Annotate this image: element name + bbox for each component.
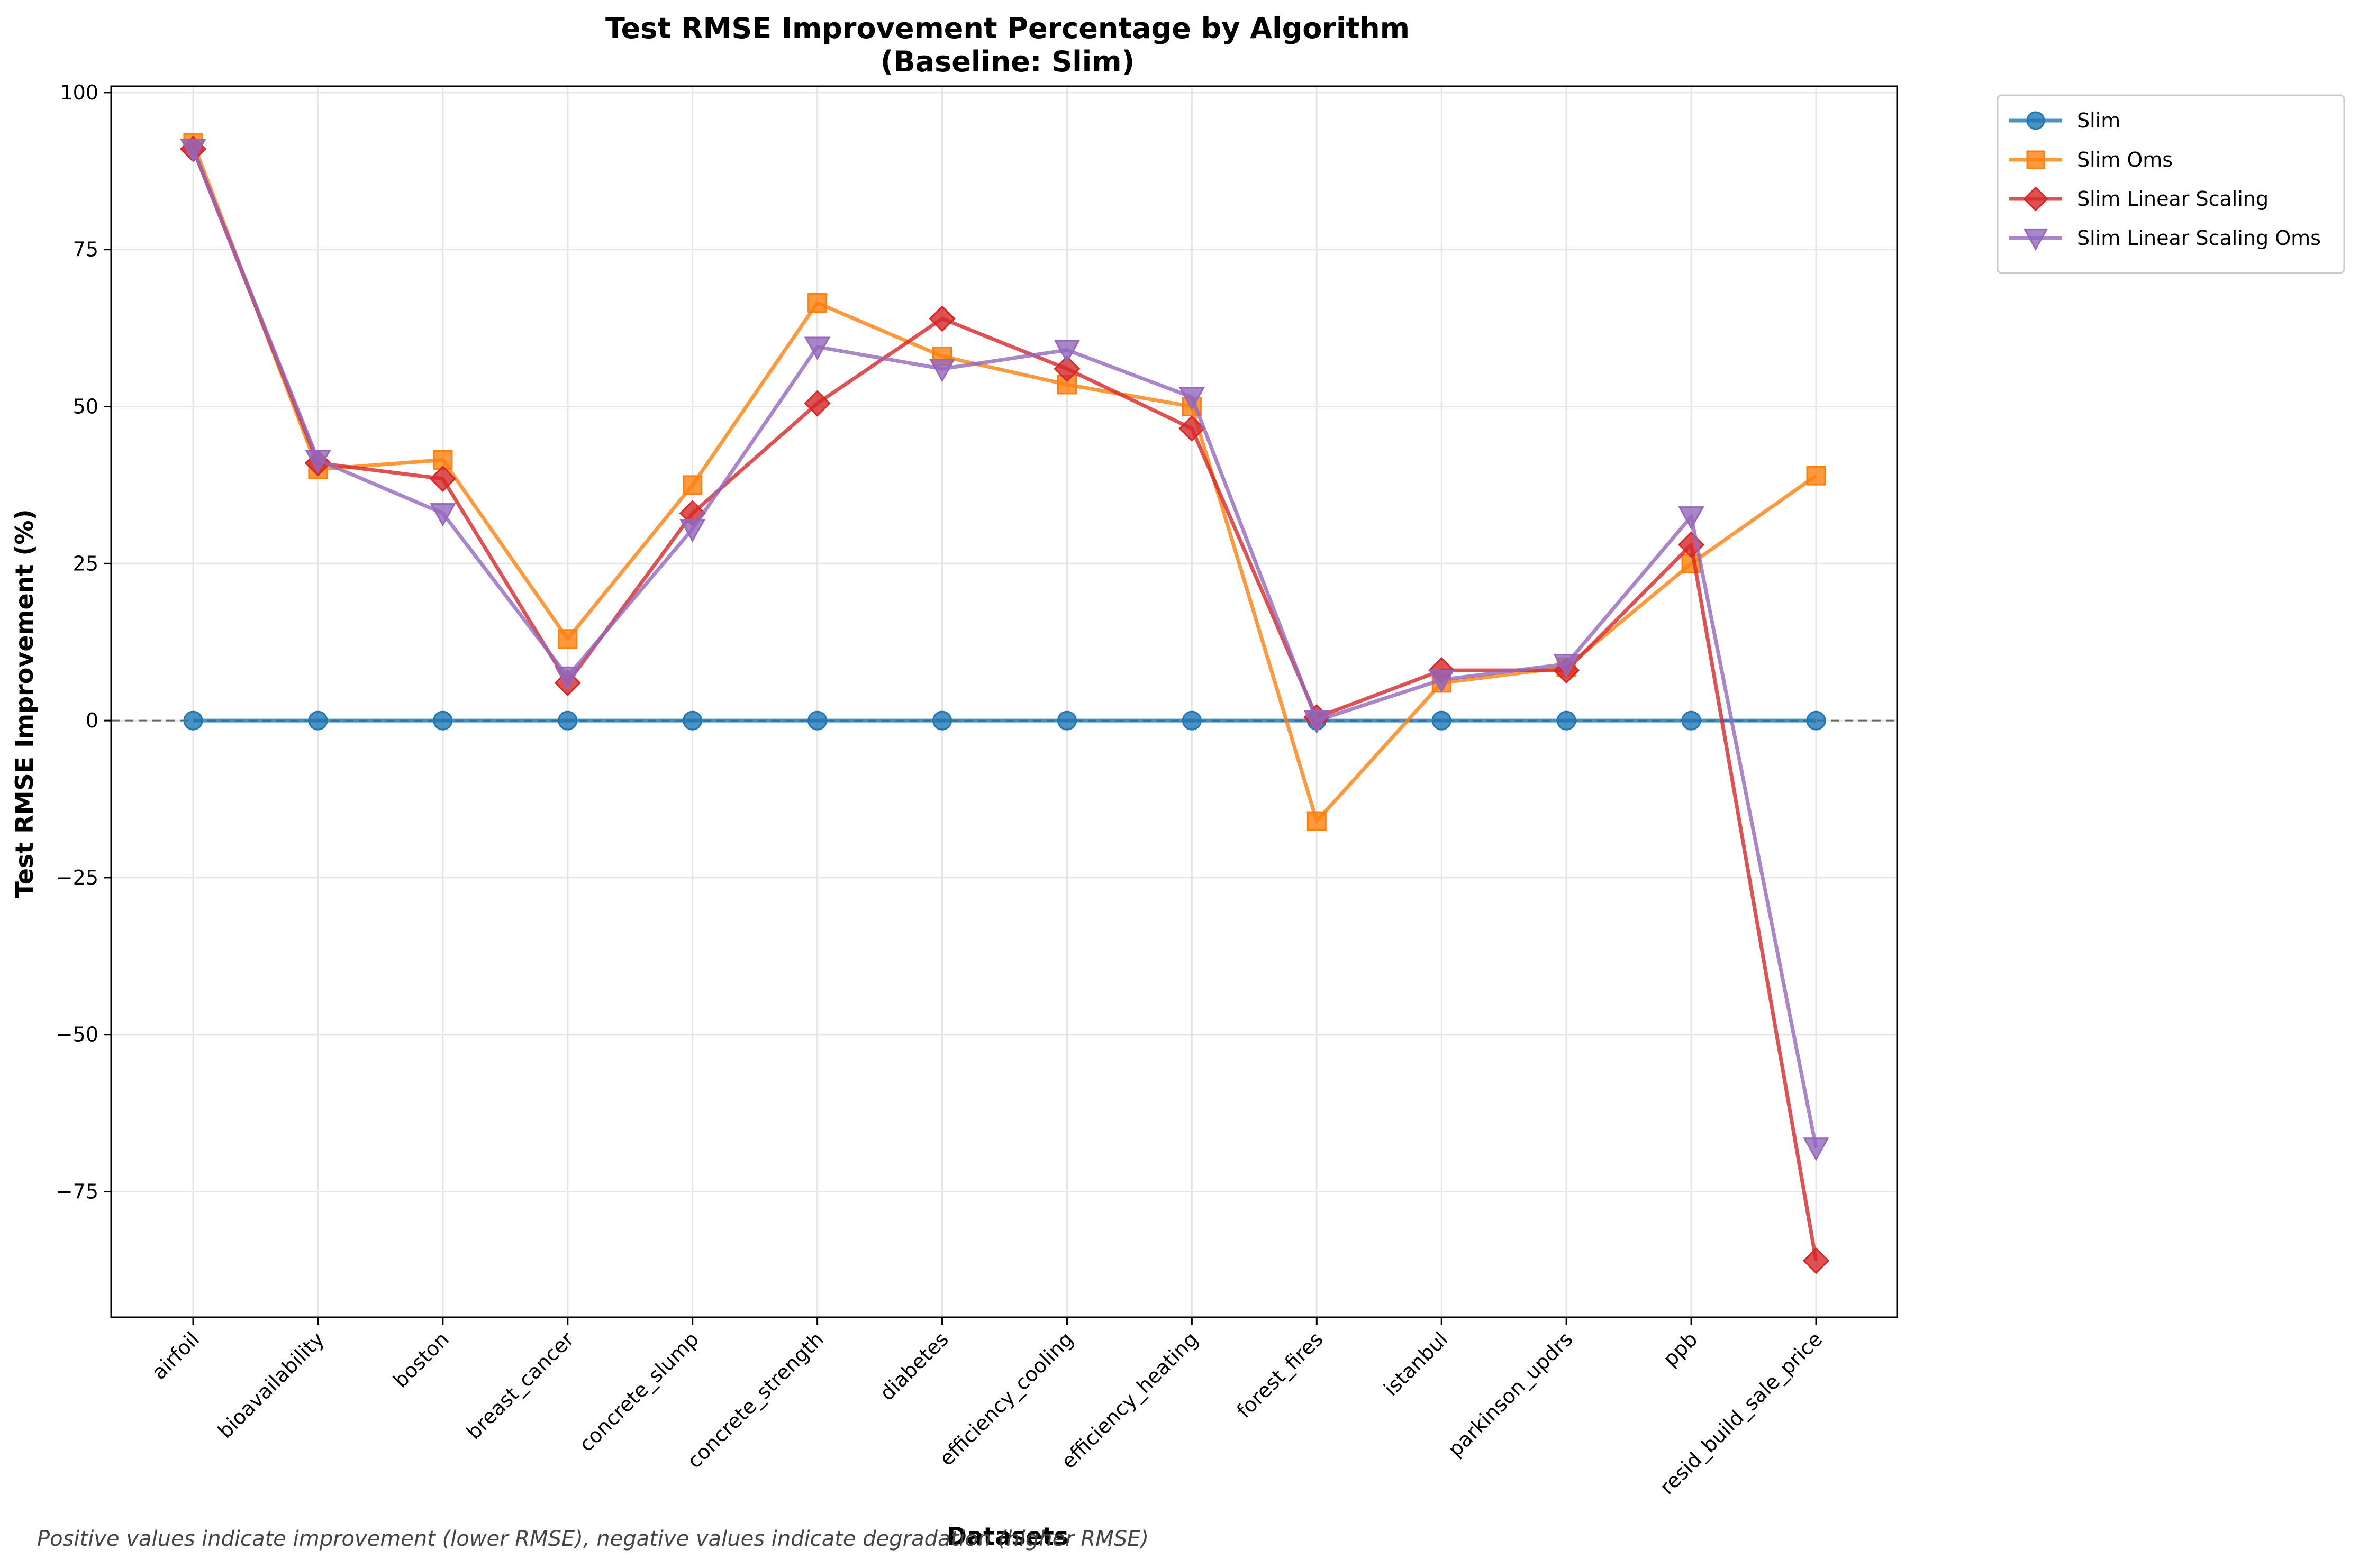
series-slim (183, 710, 1826, 731)
legend-item: Slim (2009, 109, 2120, 132)
data-point (555, 666, 581, 690)
y-tick-label: 25 (73, 552, 98, 575)
data-point (1681, 710, 1701, 731)
data-point (1054, 340, 1081, 363)
x-tick-label: concrete_slump (575, 1327, 703, 1456)
legend-item: Slim Linear Scaling (2009, 186, 2269, 212)
legend-item: Slim Linear Scaling Oms (2009, 226, 2321, 251)
data-point (929, 359, 956, 382)
data-point (1431, 710, 1451, 731)
data-point (683, 710, 703, 731)
data-point (932, 710, 952, 731)
plot-frame (110, 85, 1898, 1318)
legend: Slim Slim Oms Slim Linear Scaling Slim Line… (1997, 94, 2345, 274)
data-point (807, 710, 828, 731)
y-tick-label: 100 (60, 81, 98, 104)
data-point (433, 710, 453, 731)
data-point (180, 139, 206, 162)
legend-label: Slim Oms (2077, 148, 2173, 171)
data-point (1802, 1247, 1830, 1274)
data-point (558, 629, 578, 649)
data-point (308, 710, 328, 731)
chart-title: Test RMSE Improvement Percentage by Algo… (605, 12, 1410, 45)
data-point (1553, 654, 1580, 678)
data-point (807, 293, 828, 313)
data-point (683, 475, 703, 495)
y-tick-label: 75 (73, 238, 98, 261)
data-point (1178, 387, 1205, 411)
y-tick-label: −75 (56, 1180, 98, 1204)
x-tick-label: ppb (1658, 1327, 1702, 1371)
data-point (1182, 710, 1202, 731)
x-tick-label: concrete_strength (683, 1327, 828, 1473)
legend-label: Slim Linear Scaling Oms (2077, 226, 2321, 250)
y-axis-ticks: −75 −50 −25 0 25 50 75 100 (56, 81, 111, 1204)
x-tick-label: airfoil (147, 1327, 204, 1384)
grid (111, 86, 1897, 1317)
chart-subtitle: (Baseline: Slim) (881, 45, 1135, 78)
legend-label: Slim (2077, 109, 2120, 132)
data-point (429, 465, 456, 493)
x-axis-label: Datasets (947, 1522, 1068, 1551)
x-tick-label: efficiency_heating (1057, 1327, 1203, 1473)
series-slim-linear-scaling-oms (180, 139, 1829, 1161)
footnote: Positive values indicate improvement (lo… (37, 1527, 1149, 1551)
data-point (2026, 111, 2045, 130)
x-tick-label: efficiency_cooling (935, 1327, 1078, 1470)
x-axis-ticks: airfoil bioavailability boston breast_cance… (147, 1317, 1827, 1499)
data-point (1803, 1137, 1829, 1161)
y-axis-label: Test RMSE Improvement (%) (10, 509, 39, 898)
data-point (2023, 186, 2048, 212)
x-tick-label: forest_fires (1232, 1327, 1328, 1423)
data-point (2026, 150, 2045, 169)
y-tick-label: −50 (56, 1023, 98, 1046)
series-layer (179, 133, 1830, 1274)
data-point (679, 518, 706, 543)
data-point (1303, 710, 1330, 734)
series-line (191, 148, 1818, 1261)
x-tick-label: parkinson_updrs (1444, 1327, 1577, 1461)
x-tick-label: bioavailability (213, 1327, 329, 1443)
legend-label: Slim Linear Scaling (2077, 187, 2269, 211)
y-tick-label: 50 (73, 395, 98, 418)
data-point (1178, 415, 1205, 442)
x-tick-label: istanbul (1379, 1327, 1452, 1400)
series-slim-oms (183, 133, 1826, 831)
data-point (558, 710, 578, 731)
data-point (1806, 710, 1826, 731)
x-tick-label: breast_cancer (462, 1327, 578, 1444)
data-point (1678, 506, 1704, 530)
data-point (804, 336, 831, 360)
y-tick-label: 0 (86, 709, 98, 732)
legend-item: Slim Oms (2009, 148, 2173, 171)
series-slim-linear-scaling (179, 135, 1830, 1274)
data-point (1054, 355, 1081, 382)
data-point (1057, 710, 1077, 731)
data-point (2023, 228, 2048, 251)
data-point (1556, 710, 1576, 731)
series-line (191, 148, 1818, 1148)
x-tick-label: boston (389, 1327, 454, 1392)
x-tick-label: diabetes (875, 1327, 953, 1405)
data-point (1428, 669, 1455, 694)
legend-frame (1997, 94, 2345, 274)
data-point (1306, 811, 1327, 831)
data-point (804, 390, 831, 417)
data-point (430, 503, 456, 527)
data-point (183, 710, 203, 731)
data-point (305, 450, 331, 473)
y-tick-label: −25 (56, 866, 98, 889)
data-point (1806, 466, 1826, 486)
data-point (929, 305, 956, 332)
